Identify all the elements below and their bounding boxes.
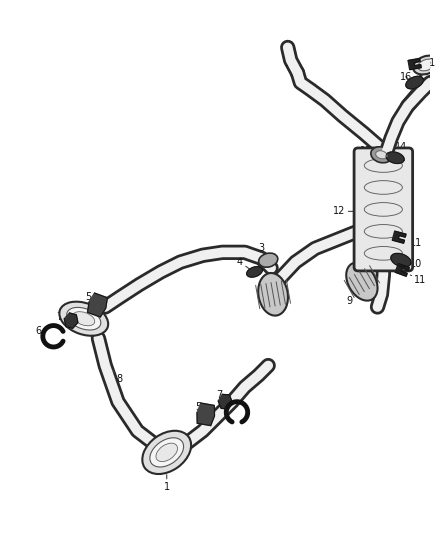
Text: 12: 12	[333, 206, 356, 216]
Ellipse shape	[73, 312, 95, 326]
Text: 7: 7	[216, 390, 223, 400]
Ellipse shape	[371, 147, 392, 163]
Text: 13: 13	[360, 146, 377, 156]
Ellipse shape	[67, 308, 101, 330]
Text: 2: 2	[73, 310, 84, 321]
Ellipse shape	[413, 55, 438, 75]
Ellipse shape	[142, 431, 191, 474]
Text: 15: 15	[284, 58, 297, 68]
Polygon shape	[406, 76, 424, 89]
FancyBboxPatch shape	[354, 148, 413, 271]
Polygon shape	[197, 403, 215, 426]
Text: 11: 11	[410, 274, 427, 285]
Text: 8: 8	[112, 369, 123, 384]
Polygon shape	[247, 266, 262, 277]
Text: 4: 4	[237, 257, 251, 270]
Ellipse shape	[150, 438, 184, 467]
Ellipse shape	[346, 263, 378, 301]
Text: 16: 16	[399, 72, 412, 82]
Polygon shape	[391, 253, 411, 267]
Ellipse shape	[418, 59, 435, 71]
Polygon shape	[395, 263, 410, 276]
Polygon shape	[408, 59, 421, 70]
Ellipse shape	[156, 443, 177, 462]
Text: 6: 6	[36, 326, 42, 336]
Text: 3: 3	[258, 244, 267, 258]
Text: 5: 5	[85, 292, 95, 303]
Text: 11: 11	[424, 58, 436, 68]
Polygon shape	[218, 394, 232, 409]
Ellipse shape	[258, 273, 288, 316]
Polygon shape	[64, 313, 78, 328]
Text: 14: 14	[395, 142, 407, 157]
Text: 9: 9	[346, 292, 360, 306]
Text: 6: 6	[226, 397, 232, 407]
Ellipse shape	[59, 302, 108, 336]
Text: 10: 10	[406, 259, 423, 269]
Text: 7: 7	[56, 312, 63, 322]
Polygon shape	[386, 152, 404, 164]
Text: 5: 5	[195, 401, 206, 414]
Text: 1: 1	[164, 475, 170, 491]
Polygon shape	[88, 293, 107, 317]
Ellipse shape	[376, 151, 387, 159]
Polygon shape	[392, 231, 406, 243]
Ellipse shape	[258, 253, 278, 267]
Text: 11: 11	[407, 238, 423, 248]
